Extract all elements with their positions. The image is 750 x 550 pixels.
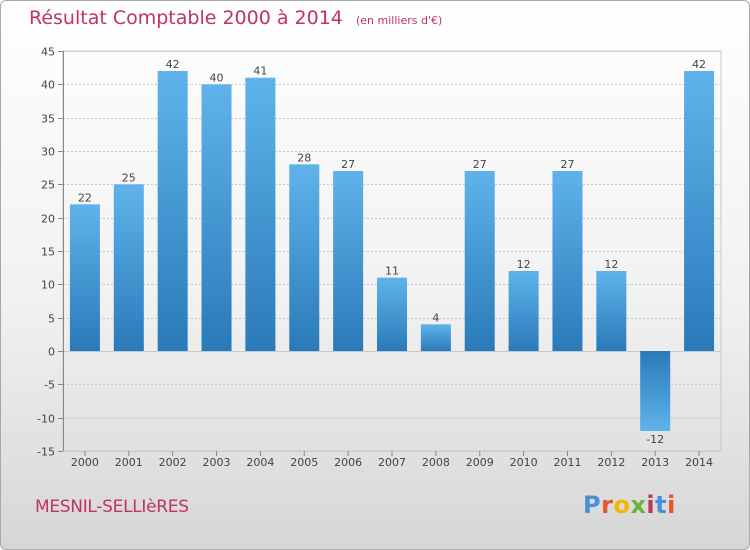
x-tick-label: 2014	[685, 456, 713, 469]
logo-letter: o	[613, 491, 631, 519]
bar-layer	[69, 71, 715, 431]
value-label: 42	[166, 58, 180, 71]
y-tick-label: 10	[41, 279, 55, 292]
x-tick-label: 2004	[246, 456, 274, 469]
proxiti-logo[interactable]: Proxiti	[583, 491, 676, 519]
x-tick-label: 2012	[597, 456, 625, 469]
commune-name: MESNIL-SELLIèRES	[35, 497, 189, 517]
bar-2000	[69, 204, 100, 351]
value-label: 42	[692, 58, 706, 71]
bar-2004	[245, 77, 276, 352]
x-tick-label: 2005	[290, 456, 318, 469]
value-label: 28	[297, 151, 311, 164]
y-tick-label: 30	[41, 146, 55, 159]
x-tick-label: 2000	[71, 456, 99, 469]
bar-2014	[684, 71, 715, 351]
bar-2007	[377, 277, 407, 351]
value-label: 27	[341, 158, 355, 171]
bar-2006	[333, 171, 364, 351]
logo-letter: r	[601, 491, 614, 519]
x-tick-label: 2003	[203, 456, 231, 469]
value-label: 4	[432, 311, 439, 324]
value-label: 22	[78, 191, 92, 204]
logo-letter: i	[646, 491, 656, 519]
logo-letter: P	[583, 491, 602, 519]
y-tick-label: 15	[41, 246, 55, 259]
bar-2010	[508, 271, 539, 351]
bar-2009	[464, 171, 495, 351]
y-tick-label: -5	[44, 379, 55, 392]
x-tick-label: 2011	[553, 456, 581, 469]
value-label: 40	[210, 71, 224, 84]
y-tick-label: -10	[37, 413, 55, 426]
bar-2008	[420, 324, 451, 351]
y-tick-label: 0	[48, 346, 55, 359]
chart-title: Résultat Comptable 2000 à 2014	[29, 7, 343, 29]
y-tick-label: 35	[41, 113, 55, 126]
y-tick-label: 40	[41, 79, 55, 92]
y-tick-label: 20	[41, 213, 55, 226]
y-tick-label: -15	[37, 446, 55, 459]
bar-2001	[113, 184, 144, 351]
x-tick-label: 2008	[422, 456, 450, 469]
logo-letter: i	[667, 491, 676, 519]
value-label: 12	[604, 258, 618, 271]
logo-letter: t	[655, 491, 668, 519]
axis-layer: -15 -10 -5 0 5 10 15 20 25 30 35 40 45	[37, 46, 700, 459]
value-label: 11	[385, 265, 399, 278]
chart-subtitle: (en milliers d'€)	[355, 14, 443, 27]
value-label: 27	[560, 158, 574, 171]
x-tick-label: 2009	[466, 456, 494, 469]
value-label: 25	[122, 171, 136, 184]
value-label: 12	[517, 258, 531, 271]
title-row: Résultat Comptable 2000 à 2014 (en milli…	[29, 7, 442, 29]
value-label: 41	[253, 65, 267, 78]
bar-2005	[289, 164, 320, 351]
x-tick-label: 2010	[510, 456, 538, 469]
bar-2002	[157, 71, 188, 351]
logo-letter: x	[630, 491, 647, 519]
bar-2012	[596, 271, 627, 351]
bar-2003	[201, 84, 232, 351]
label-layer: 22 2000 25 2001 42 2002 40 2003 41 2004 28 2005 27 20…	[71, 58, 713, 469]
x-tick-label: 2013	[641, 456, 669, 469]
y-tick-label: 25	[41, 179, 55, 192]
x-tick-label: 2007	[378, 456, 406, 469]
y-tick-label: 5	[48, 313, 55, 326]
value-label: -12	[646, 433, 664, 446]
value-label: 27	[473, 158, 487, 171]
x-tick-label: 2002	[159, 456, 187, 469]
x-tick-label: 2006	[334, 456, 362, 469]
bar-2011	[552, 171, 583, 351]
x-tick-label: 2001	[115, 456, 143, 469]
y-tick-label: 45	[41, 46, 55, 59]
bar-2013	[640, 351, 671, 431]
